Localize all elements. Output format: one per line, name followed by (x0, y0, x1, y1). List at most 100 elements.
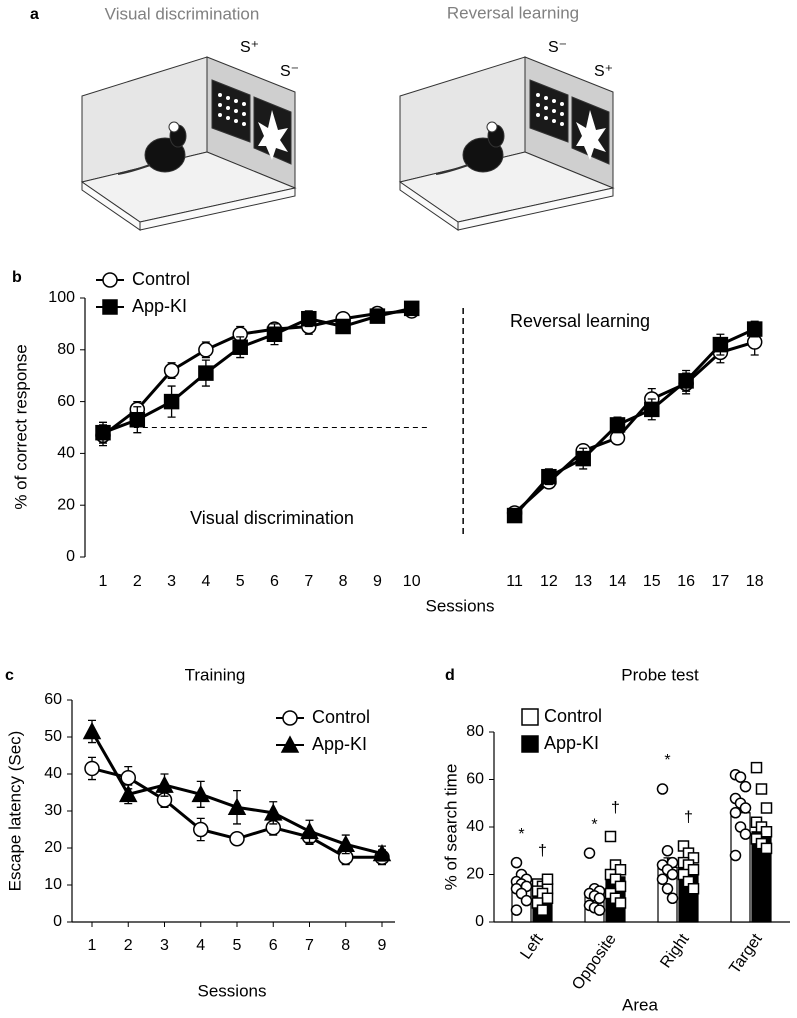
data-point (264, 803, 283, 821)
data-point (163, 393, 180, 410)
x-tick-label: 4 (196, 937, 205, 954)
y-tick-label: 60 (466, 771, 484, 788)
individual-point (739, 780, 752, 793)
data-point (336, 834, 355, 853)
individual-point (656, 783, 669, 795)
individual-point (760, 826, 773, 838)
individual-point (520, 894, 533, 907)
data-point (369, 308, 386, 324)
y-tick-label: 40 (57, 445, 75, 462)
individual-point (750, 761, 763, 774)
significance-mark: * (591, 816, 597, 833)
x-tick-label: 1 (99, 573, 108, 590)
apparatus (398, 56, 615, 231)
y-tick-label: 60 (57, 393, 75, 410)
x-tick-label: 8 (339, 573, 348, 590)
x-axis-label: Sessions (426, 596, 495, 615)
panel-label: a (30, 6, 39, 23)
x-tick-label: 6 (270, 573, 279, 590)
data-point (678, 373, 694, 389)
x-tick-label: 9 (378, 937, 387, 954)
data-point (746, 321, 763, 337)
stimulus-label: S⁻ (548, 39, 567, 56)
legend-marker (102, 272, 118, 288)
x-tick-label: Opposite (569, 931, 620, 993)
legend-label: Control (132, 269, 190, 289)
y-axis-label: Escape latency (Sec) (5, 731, 24, 892)
data-point (198, 342, 214, 358)
individual-point (614, 880, 627, 893)
x-axis-label: Sessions (198, 981, 267, 1000)
data-point (266, 326, 283, 343)
x-tick-label: 3 (160, 937, 169, 954)
stimulus-label: S⁺ (594, 63, 613, 80)
individual-point (541, 892, 554, 904)
annotation: Visual discrimination (190, 508, 354, 528)
data-point (119, 784, 138, 803)
legend-label: App-KI (544, 733, 599, 753)
y-tick-label: 60 (44, 691, 62, 708)
x-tick-label: 11 (506, 573, 523, 590)
individual-point (656, 873, 669, 885)
data-point (227, 797, 247, 816)
individual-point (536, 904, 549, 916)
individual-point (760, 802, 773, 814)
panel-title: Reversal learning (447, 3, 579, 22)
data-point (229, 831, 245, 847)
legend-label: Control (544, 706, 602, 726)
y-tick-label: 100 (48, 289, 75, 306)
significance-mark: † (684, 809, 693, 826)
data-point (84, 760, 100, 777)
x-tick-label: 2 (124, 937, 133, 954)
data-point (712, 336, 729, 353)
x-tick-label: Right (657, 931, 693, 972)
chart-title: Training (185, 665, 246, 684)
individual-point (687, 883, 700, 895)
y-tick-label: 20 (57, 496, 75, 513)
x-tick-label: 7 (305, 937, 314, 954)
data-point (193, 821, 209, 838)
dot-pattern (218, 93, 246, 126)
data-point (541, 468, 557, 485)
x-tick-label: 8 (341, 937, 350, 954)
data-point (163, 362, 180, 379)
data-point (120, 769, 136, 786)
individual-point (760, 842, 773, 855)
data-point (403, 300, 420, 317)
data-point (232, 339, 248, 355)
individual-point (661, 845, 674, 857)
y-tick-label: 20 (466, 866, 484, 883)
x-tick-label: 4 (201, 573, 210, 590)
chart-title: Probe test (621, 665, 699, 684)
legend-label: App-KI (312, 734, 367, 754)
x-tick-label: 3 (167, 573, 176, 590)
y-tick-label: 40 (466, 818, 484, 835)
panel-label: b (12, 269, 22, 286)
x-tick-label: 5 (233, 937, 242, 954)
data-point (191, 784, 210, 803)
individual-point (739, 802, 752, 814)
annotation: Reversal learning (510, 311, 650, 331)
x-tick-label: 2 (133, 573, 142, 590)
significance-mark: † (538, 842, 547, 859)
y-tick-label: 10 (44, 876, 62, 893)
data-point (335, 318, 351, 335)
individual-point (614, 897, 627, 909)
individual-point (510, 904, 523, 916)
y-tick-label: 20 (44, 839, 62, 856)
panel-label: d (445, 667, 455, 684)
individual-point (614, 864, 627, 876)
individual-point (734, 771, 747, 783)
y-tick-label: 40 (44, 765, 62, 782)
y-axis-label: % of correct response (11, 344, 30, 509)
x-tick-label: 10 (403, 573, 421, 590)
legend-label: Control (312, 707, 370, 727)
individual-point (739, 828, 752, 840)
data-point (575, 450, 591, 467)
individual-point (666, 892, 679, 904)
individual-point (593, 904, 606, 916)
individual-point (604, 830, 617, 843)
apparatus (80, 56, 297, 231)
